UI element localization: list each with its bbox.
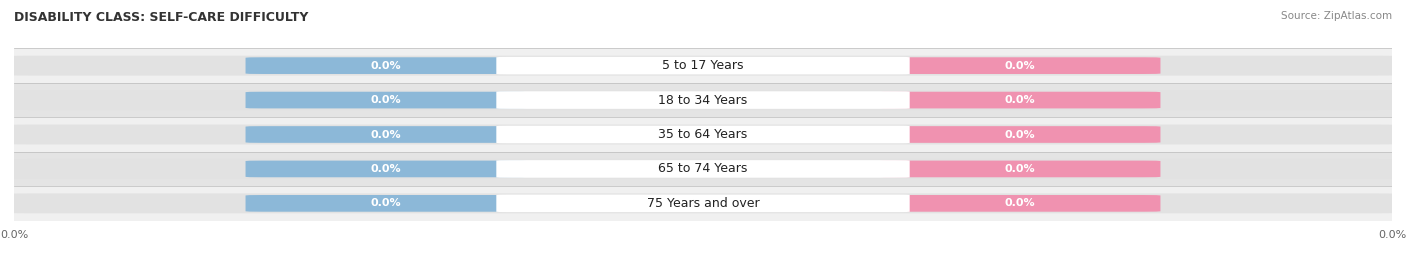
Text: 0.0%: 0.0% — [371, 198, 401, 208]
FancyBboxPatch shape — [496, 57, 910, 75]
FancyBboxPatch shape — [246, 92, 527, 108]
Text: 0.0%: 0.0% — [1005, 164, 1035, 174]
FancyBboxPatch shape — [7, 193, 1399, 213]
FancyBboxPatch shape — [879, 195, 1160, 212]
Text: 18 to 34 Years: 18 to 34 Years — [658, 94, 748, 107]
Text: 0.0%: 0.0% — [1005, 129, 1035, 140]
Text: 65 to 74 Years: 65 to 74 Years — [658, 162, 748, 175]
Text: 0.0%: 0.0% — [1005, 198, 1035, 208]
FancyBboxPatch shape — [496, 194, 910, 212]
FancyBboxPatch shape — [246, 126, 527, 143]
FancyBboxPatch shape — [7, 56, 1399, 76]
Text: 35 to 64 Years: 35 to 64 Years — [658, 128, 748, 141]
FancyBboxPatch shape — [246, 195, 527, 212]
Text: 5 to 17 Years: 5 to 17 Years — [662, 59, 744, 72]
Text: 75 Years and over: 75 Years and over — [647, 197, 759, 210]
FancyBboxPatch shape — [879, 126, 1160, 143]
Text: 0.0%: 0.0% — [1005, 61, 1035, 71]
FancyBboxPatch shape — [879, 92, 1160, 108]
Bar — [14, 48, 1392, 83]
Bar — [14, 186, 1392, 221]
Text: 0.0%: 0.0% — [371, 95, 401, 105]
Text: 0.0%: 0.0% — [371, 164, 401, 174]
Text: 0.0%: 0.0% — [371, 61, 401, 71]
FancyBboxPatch shape — [496, 91, 910, 109]
FancyBboxPatch shape — [496, 126, 910, 143]
Text: DISABILITY CLASS: SELF-CARE DIFFICULTY: DISABILITY CLASS: SELF-CARE DIFFICULTY — [14, 11, 308, 24]
FancyBboxPatch shape — [879, 161, 1160, 177]
FancyBboxPatch shape — [246, 57, 527, 74]
FancyBboxPatch shape — [7, 90, 1399, 110]
Text: Source: ZipAtlas.com: Source: ZipAtlas.com — [1281, 11, 1392, 21]
FancyBboxPatch shape — [7, 159, 1399, 179]
FancyBboxPatch shape — [7, 125, 1399, 144]
Text: 0.0%: 0.0% — [371, 129, 401, 140]
FancyBboxPatch shape — [879, 57, 1160, 74]
FancyBboxPatch shape — [496, 160, 910, 178]
Bar — [14, 117, 1392, 152]
Bar — [14, 83, 1392, 117]
Bar — [14, 152, 1392, 186]
Text: 0.0%: 0.0% — [1005, 95, 1035, 105]
FancyBboxPatch shape — [246, 161, 527, 177]
